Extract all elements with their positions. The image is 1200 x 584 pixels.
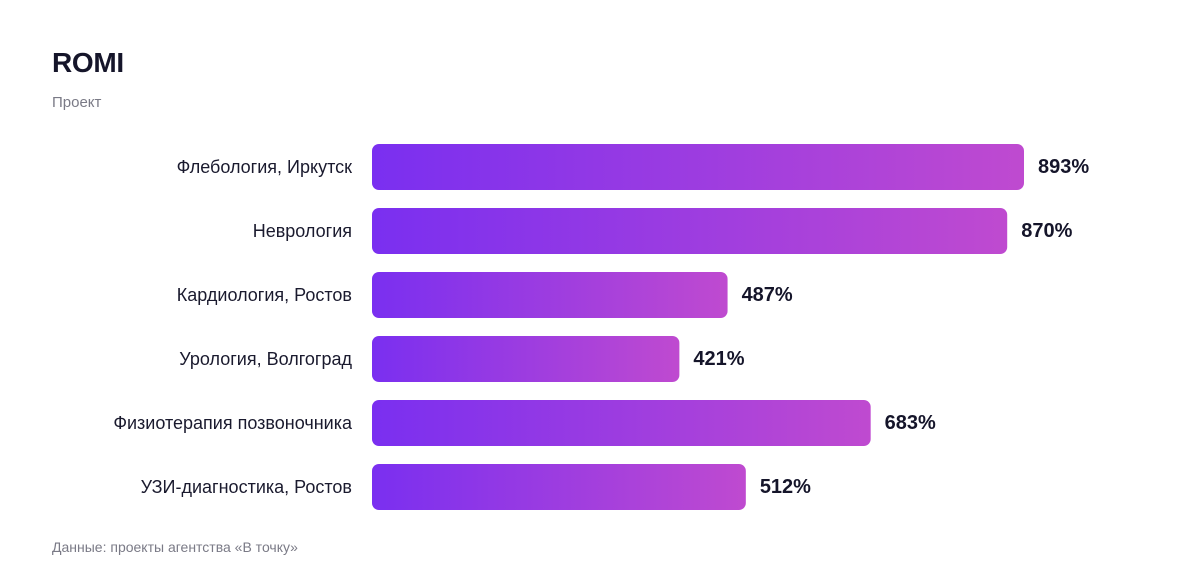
source-note: Данные: проекты агентства «В точку»	[52, 539, 298, 555]
category-label: Урология, Волгоград	[179, 349, 352, 369]
category-label: Неврология	[253, 221, 352, 241]
value-label: 893%	[1038, 156, 1089, 178]
bar	[372, 336, 680, 382]
value-label: 683%	[885, 412, 936, 434]
category-label: Кардиология, Ростов	[177, 285, 352, 305]
value-label: 487%	[742, 284, 793, 306]
bar	[372, 208, 1008, 254]
chart-title: ROMI	[52, 47, 124, 78]
value-label: 421%	[693, 348, 744, 370]
chart-subtitle: Проект	[52, 94, 102, 111]
category-label: Физиотерапия позвоночника	[113, 413, 353, 433]
category-label: Флебология, Иркутск	[177, 157, 352, 177]
bars-layer: Флебология, Иркутск 893% Неврология 870% Кар…	[113, 144, 1089, 510]
bar	[372, 464, 746, 510]
category-label: УЗИ-диагностика, Ростов	[141, 477, 352, 497]
bar	[372, 272, 728, 318]
bar	[372, 144, 1024, 190]
bar	[372, 400, 871, 446]
value-label: 870%	[1021, 220, 1072, 242]
value-label: 512%	[760, 476, 811, 498]
